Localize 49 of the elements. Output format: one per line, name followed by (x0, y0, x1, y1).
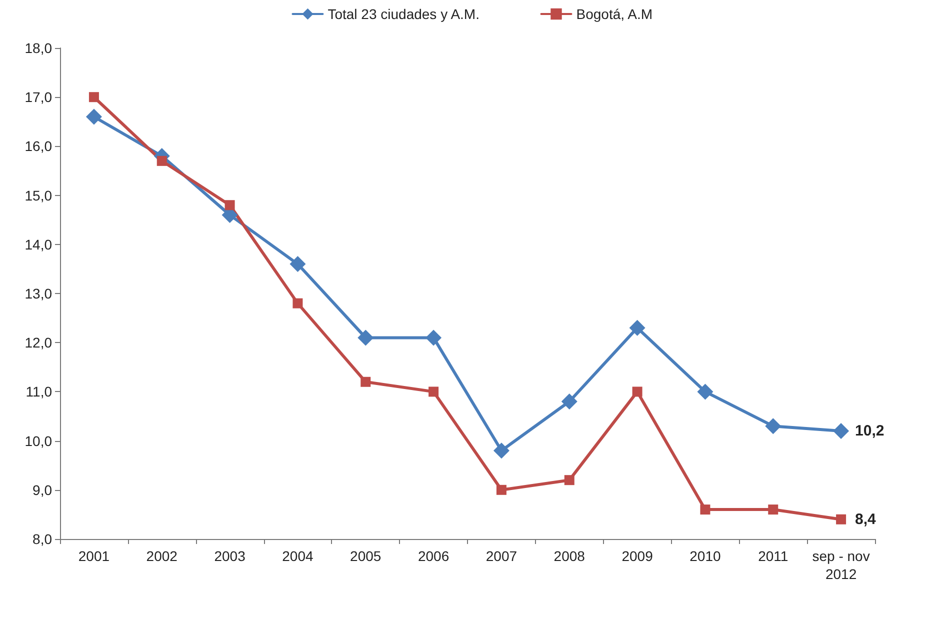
annotation: 8,4 (855, 510, 877, 528)
point (358, 330, 374, 346)
legend-label: Bogotá, A.M (576, 6, 653, 22)
point (632, 386, 642, 397)
point (833, 422, 850, 439)
annotation: 10,2 (855, 422, 884, 440)
point (496, 484, 506, 495)
point (428, 386, 439, 397)
point (768, 504, 778, 515)
y-tick-label: 18,0 (24, 40, 52, 56)
x-tick-label: 2009 (622, 548, 654, 564)
y-tick-label: 15,0 (24, 187, 52, 204)
point (224, 200, 235, 210)
x-tick-label: sep - nov 2012 (812, 548, 870, 582)
point (700, 504, 710, 515)
x-tick-label: 2007 (486, 548, 518, 564)
x-tick-label: 2008 (554, 548, 586, 564)
y-tick-label: 13,0 (24, 286, 52, 302)
point (493, 442, 510, 459)
point (290, 256, 306, 272)
point (360, 376, 371, 387)
point (629, 320, 646, 336)
point (765, 418, 782, 434)
x-tick-label: 2006 (418, 548, 450, 564)
x-tick-label: 2004 (282, 548, 314, 564)
y-tick-label: 17,0 (24, 89, 52, 106)
point (697, 384, 714, 400)
point (564, 475, 574, 486)
point (156, 156, 167, 166)
point (86, 108, 102, 125)
point (88, 92, 99, 102)
point (426, 330, 442, 346)
x-tick-label: 2003 (214, 548, 246, 564)
x-tick-label: 2010 (690, 548, 721, 564)
y-tick-label: 14,0 (24, 236, 52, 252)
x-tick-label: 2002 (146, 548, 178, 564)
x-tick-label: 2011 (758, 548, 788, 564)
y-tick-label: 9,0 (32, 482, 52, 498)
point (561, 394, 578, 410)
x-tick-label: 2005 (350, 548, 382, 564)
x-tick-label: 2001 (78, 548, 110, 564)
y-tick-label: 12,0 (24, 334, 52, 351)
y-tick-label: 8,0 (32, 531, 52, 547)
point (836, 514, 846, 524)
y-tick-label: 11,0 (26, 384, 52, 400)
y-tick-label: 10,0 (24, 432, 52, 449)
y-tick-label: 16,0 (24, 138, 52, 154)
legend-label: Total 23 ciudades y A.M. (328, 6, 480, 22)
point (292, 298, 303, 308)
